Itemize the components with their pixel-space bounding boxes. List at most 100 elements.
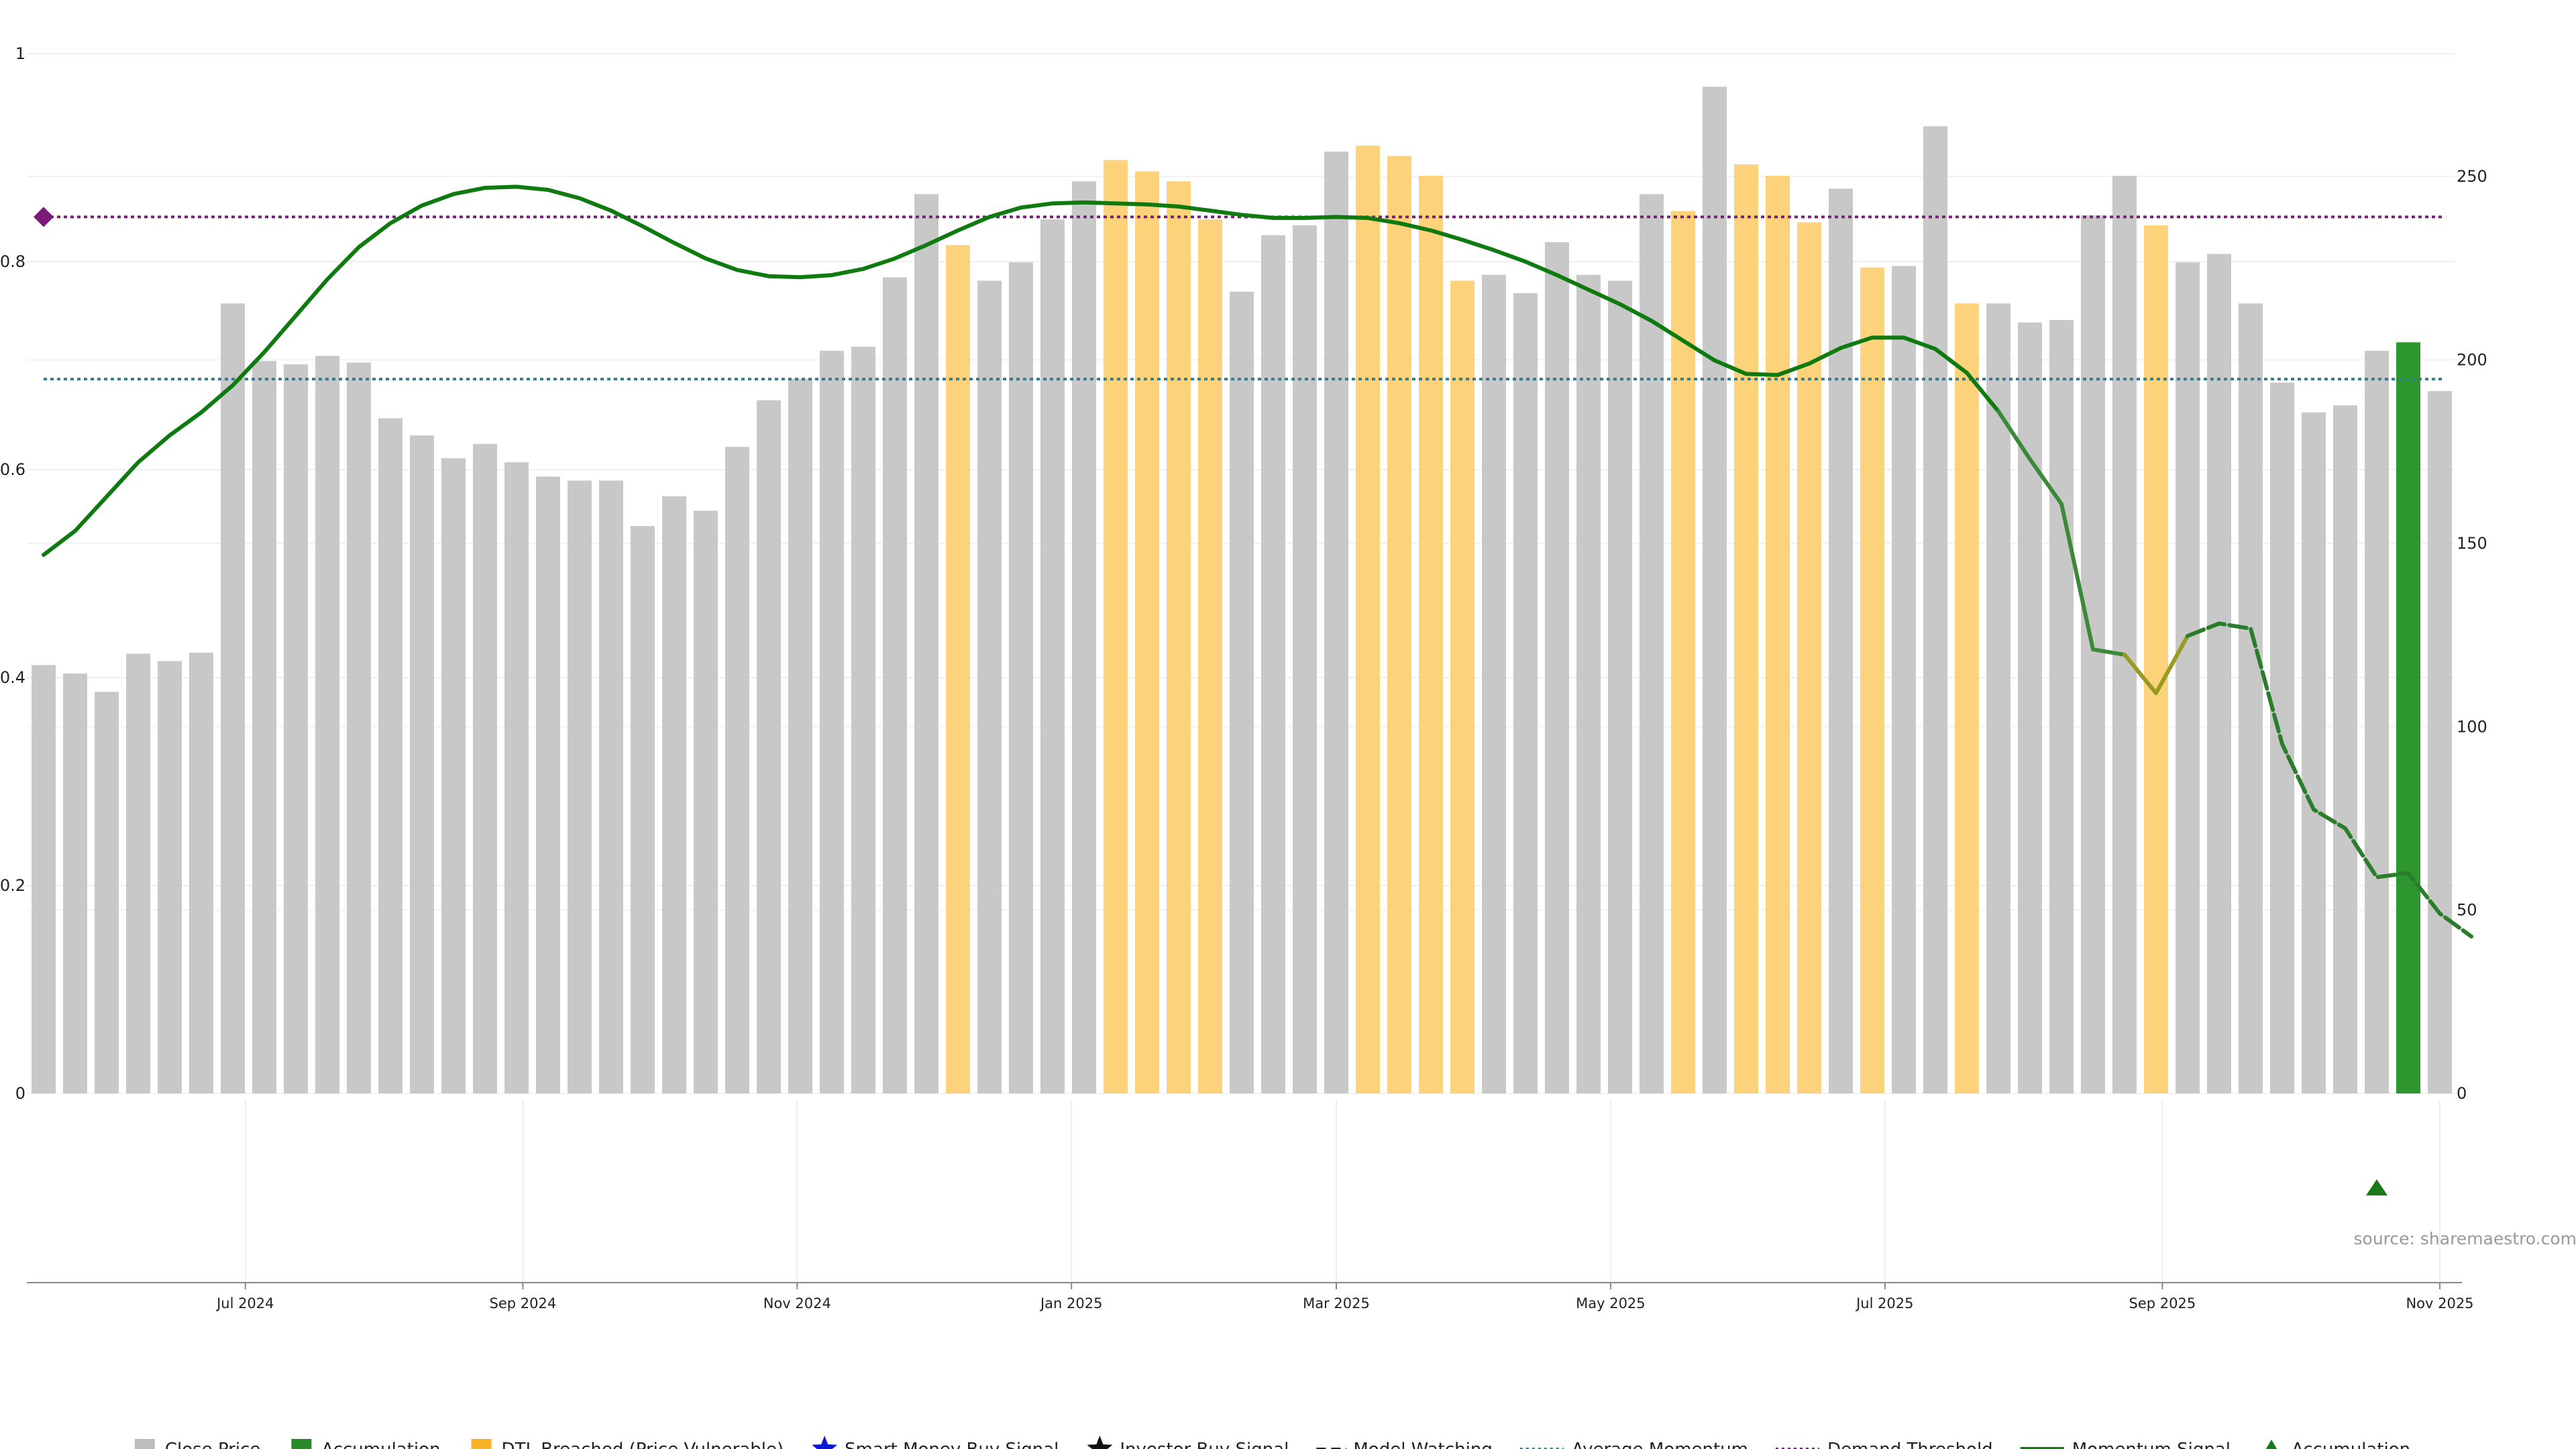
bar-orange: [1198, 219, 1222, 1093]
price-bars: [32, 87, 2452, 1094]
bar-gray: [1608, 280, 1632, 1094]
legend-swatch-square: [291, 1439, 312, 1449]
bar-green: [2396, 342, 2420, 1093]
bar-orange: [1671, 211, 1695, 1093]
bar-gray: [32, 665, 56, 1093]
bar-gray: [788, 378, 812, 1093]
y-left-tick-label: 0.4: [0, 668, 25, 687]
momentum-signal-segment: [1996, 409, 2127, 657]
bar-gray: [2081, 215, 2105, 1094]
x-tick-label: Nov 2025: [2406, 1295, 2473, 1311]
bar-gray: [63, 673, 87, 1093]
x-tick-label: Jul 2025: [1855, 1295, 1913, 1311]
bar-gray: [820, 350, 844, 1093]
legend-item: Smart Money Buy Signal: [812, 1436, 1059, 1449]
signal-subpanel: [2366, 1179, 2387, 1195]
bar-gray: [2428, 390, 2452, 1093]
legend-star-icon: [1087, 1436, 1113, 1449]
x-tick-label: Nov 2024: [763, 1295, 831, 1311]
y-axis-left: 0 0.2 0.4 0.6 0.8 1: [0, 44, 25, 1103]
legend-label: Demand Threshold: [1827, 1440, 1993, 1449]
bar-orange: [1387, 156, 1411, 1094]
x-tick-label: Jan 2025: [1039, 1295, 1103, 1311]
legend-item: Average Momentum: [1519, 1440, 1748, 1449]
bar-gray: [1829, 189, 1853, 1094]
bar-gray: [2365, 350, 2389, 1093]
legend-label: Accumulation: [2292, 1440, 2410, 1449]
bar-gray: [158, 661, 182, 1093]
momentum-signal-line: [42, 184, 2473, 938]
x-tick-label: Sep 2024: [490, 1295, 557, 1311]
bar-gray: [851, 346, 875, 1093]
legend-label: Smart Money Buy Signal: [845, 1440, 1059, 1449]
bar-gray: [1293, 225, 1317, 1093]
bar-gray: [1513, 293, 1538, 1093]
bar-gray: [441, 458, 466, 1093]
bar-gray: [189, 652, 213, 1093]
legend-label: Accumulation: [321, 1440, 440, 1449]
legend-item: DTL Breached (Price Vulnerable): [471, 1439, 784, 1449]
legend-star-icon: [812, 1436, 838, 1449]
legend-label: Average Momentum: [1572, 1440, 1748, 1449]
x-axis: Jul 2024 Sep 2024 Nov 2024 Jan 2025 Mar 2025…: [27, 1282, 2474, 1311]
bar-orange: [1356, 146, 1380, 1093]
bar-gray: [410, 435, 434, 1093]
bar-gray: [1703, 87, 1727, 1094]
legend-swatch-square: [471, 1439, 492, 1449]
y-right-tick-label: 150: [2457, 534, 2487, 553]
bar-gray: [252, 361, 276, 1093]
y-axis-right: 0 50 100 150 200 250: [2457, 167, 2487, 1103]
bar-gray: [2207, 254, 2231, 1093]
bar-gray: [1892, 266, 1916, 1094]
bar-gray: [568, 480, 592, 1093]
x-tick-label: Mar 2025: [1303, 1295, 1370, 1311]
bar-orange: [1135, 171, 1159, 1093]
legend: Close Price Accumulation DTL Breached (Pri…: [134, 1436, 2410, 1449]
bar-gray: [1072, 181, 1096, 1094]
bar-gray: [126, 653, 150, 1093]
bar-gray: [757, 400, 781, 1093]
bar-gray: [1230, 291, 1254, 1093]
legend-label: Close Price: [165, 1440, 261, 1449]
bar-gray: [536, 476, 560, 1093]
legend-item: Accumulation: [291, 1439, 441, 1449]
y-right-tick-label: 250: [2457, 167, 2487, 186]
bar-gray: [2333, 405, 2357, 1093]
bar-gray: [1009, 262, 1033, 1093]
bar-gray: [347, 362, 371, 1093]
accumulation-marker: [2366, 1179, 2387, 1195]
bar-gray: [1576, 274, 1601, 1094]
bar-orange: [1734, 164, 1758, 1094]
y-right-tick-label: 100: [2457, 717, 2487, 736]
bar-gray: [914, 194, 938, 1093]
bar-orange: [1104, 160, 1128, 1093]
y-right-tick-label: 0: [2457, 1084, 2467, 1103]
bar-orange: [1955, 303, 1979, 1094]
bar-orange: [1860, 267, 1884, 1093]
legend-item: Demand Threshold: [1776, 1440, 1993, 1449]
x-tick-label: May 2025: [1576, 1295, 1646, 1311]
y-right-tick-label: 200: [2457, 351, 2487, 370]
bar-gray: [284, 364, 308, 1093]
bar-gray: [378, 418, 402, 1093]
legend-label: Model Watching: [1353, 1440, 1492, 1449]
bar-gray: [1640, 194, 1664, 1093]
bar-gray: [977, 280, 1002, 1094]
bar-orange: [1766, 176, 1790, 1094]
bar-gray: [1040, 219, 1065, 1093]
bar-orange: [946, 245, 970, 1093]
legend-label: Momentum Signal: [2072, 1440, 2231, 1449]
bar-gray: [2239, 303, 2263, 1094]
legend-item: Investor Buy Signal: [1087, 1436, 1289, 1449]
bar-gray: [95, 692, 119, 1093]
bar-gray: [2302, 412, 2326, 1093]
bar-gray: [473, 443, 497, 1093]
bar-gray: [1324, 151, 1348, 1093]
bar-gray: [725, 447, 749, 1093]
legend-item: Accumulation: [2265, 1440, 2410, 1449]
bar-orange: [1797, 222, 1821, 1093]
bar-gray: [221, 303, 245, 1094]
momentum-signal-segment: [2123, 634, 2190, 696]
bar-gray: [2018, 322, 2042, 1093]
